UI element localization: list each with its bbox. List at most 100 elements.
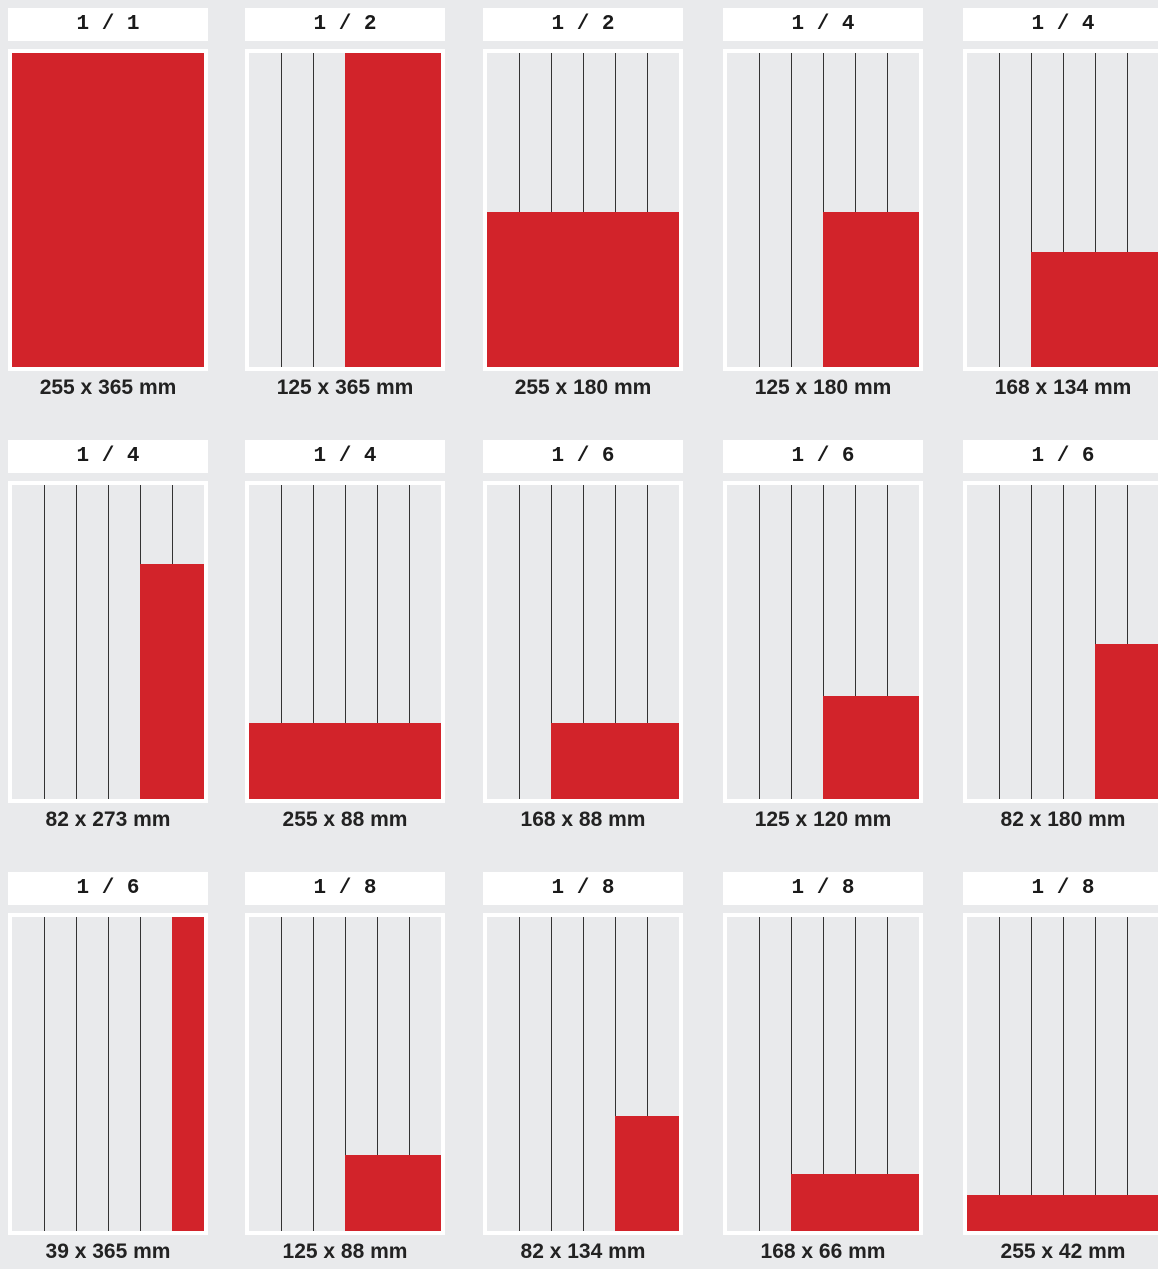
format-fraction: 1 / 4 bbox=[8, 440, 208, 473]
column-guide-line bbox=[759, 485, 760, 799]
column-guide-line bbox=[345, 917, 346, 1231]
format-size-label: 125 x 120 mm bbox=[754, 808, 892, 831]
page-layout-frame bbox=[8, 481, 208, 803]
page-layout-frame bbox=[963, 49, 1158, 371]
column-guide-line bbox=[1031, 917, 1032, 1231]
column-guide-line bbox=[583, 485, 584, 799]
format-fraction: 1 / 4 bbox=[963, 8, 1158, 41]
column-guide-line bbox=[887, 53, 888, 367]
column-guide-line bbox=[583, 53, 584, 367]
column-guide-line bbox=[615, 485, 616, 799]
format-size-label: 255 x 42 mm bbox=[1000, 1240, 1126, 1263]
column-guide-line bbox=[887, 485, 888, 799]
column-guide-line bbox=[1063, 53, 1064, 367]
ad-space-block bbox=[249, 723, 441, 799]
page-layout-frame bbox=[483, 913, 683, 1235]
column-guide-line bbox=[855, 485, 856, 799]
column-guide-line bbox=[377, 485, 378, 799]
column-guide-line bbox=[76, 485, 77, 799]
column-guide-line bbox=[647, 53, 648, 367]
format-fraction: 1 / 2 bbox=[483, 8, 683, 41]
format-fraction: 1 / 4 bbox=[245, 440, 445, 473]
column-guide-line bbox=[551, 917, 552, 1231]
column-guide-line bbox=[519, 485, 520, 799]
column-guide-line bbox=[823, 917, 824, 1231]
column-guide-line bbox=[519, 53, 520, 367]
column-guide-line bbox=[1063, 917, 1064, 1231]
column-guide-line bbox=[281, 917, 282, 1231]
format-size-label: 255 x 365 mm bbox=[39, 376, 177, 399]
column-guide-line bbox=[791, 917, 792, 1231]
ad-space-block bbox=[172, 917, 204, 1231]
format-size-label: 255 x 180 mm bbox=[514, 376, 652, 399]
format-fraction: 1 / 6 bbox=[963, 440, 1158, 473]
format-size-label: 82 x 134 mm bbox=[520, 1240, 646, 1263]
ad-space-block bbox=[1095, 644, 1158, 799]
format-fraction: 1 / 8 bbox=[963, 872, 1158, 905]
ad-space-block bbox=[487, 212, 679, 367]
page-layout-frame bbox=[483, 481, 683, 803]
column-guide-line bbox=[615, 917, 616, 1231]
page-layout-frame bbox=[483, 49, 683, 371]
format-fraction: 1 / 6 bbox=[8, 872, 208, 905]
column-guide-line bbox=[887, 917, 888, 1231]
column-guide-line bbox=[1031, 53, 1032, 367]
column-guide-line bbox=[855, 53, 856, 367]
column-guide-line bbox=[1063, 485, 1064, 799]
column-guide-line bbox=[855, 917, 856, 1231]
ad-space-block bbox=[791, 1174, 919, 1231]
column-guide-line bbox=[1127, 485, 1128, 799]
ad-space-block bbox=[823, 212, 919, 367]
column-guide-line bbox=[76, 917, 77, 1231]
format-size-label: 82 x 273 mm bbox=[45, 808, 171, 831]
page-layout-frame bbox=[723, 481, 923, 803]
column-guide-line bbox=[647, 917, 648, 1231]
ad-space-block bbox=[345, 1155, 441, 1231]
format-fraction: 1 / 4 bbox=[723, 8, 923, 41]
column-guide-line bbox=[345, 485, 346, 799]
ad-space-block bbox=[1031, 252, 1158, 367]
column-guide-line bbox=[1095, 917, 1096, 1231]
column-guide-line bbox=[759, 917, 760, 1231]
column-guide-line bbox=[999, 53, 1000, 367]
format-size-label: 168 x 88 mm bbox=[520, 808, 646, 831]
column-guide-line bbox=[551, 485, 552, 799]
column-guide-line bbox=[140, 917, 141, 1231]
column-guide-line bbox=[1095, 53, 1096, 367]
column-guide-line bbox=[108, 485, 109, 799]
column-guide-line bbox=[999, 917, 1000, 1231]
format-fraction: 1 / 6 bbox=[483, 440, 683, 473]
column-guide-line bbox=[823, 53, 824, 367]
ad-space-block bbox=[967, 1195, 1158, 1231]
format-fraction: 1 / 8 bbox=[245, 872, 445, 905]
ad-space-block bbox=[615, 1116, 679, 1231]
column-guide-line bbox=[1031, 485, 1032, 799]
format-fraction: 1 / 8 bbox=[723, 872, 923, 905]
format-size-label: 125 x 180 mm bbox=[754, 376, 892, 399]
format-size-label: 125 x 365 mm bbox=[276, 376, 414, 399]
column-guide-line bbox=[409, 485, 410, 799]
column-guide-line bbox=[108, 917, 109, 1231]
format-size-label: 168 x 66 mm bbox=[760, 1240, 886, 1263]
column-guide-line bbox=[791, 53, 792, 367]
column-guide-line bbox=[551, 53, 552, 367]
page-layout-frame bbox=[723, 913, 923, 1235]
column-guide-line bbox=[583, 917, 584, 1231]
column-guide-line bbox=[313, 53, 314, 367]
ad-space-block bbox=[823, 696, 919, 799]
page-layout-frame bbox=[8, 913, 208, 1235]
column-guide-line bbox=[647, 485, 648, 799]
column-guide-line bbox=[313, 917, 314, 1231]
column-guide-line bbox=[1127, 917, 1128, 1231]
column-guide-line bbox=[377, 917, 378, 1231]
column-guide-line bbox=[615, 53, 616, 367]
format-fraction: 1 / 2 bbox=[245, 8, 445, 41]
column-guide-line bbox=[1127, 53, 1128, 367]
page-layout-frame bbox=[245, 49, 445, 371]
page-layout-frame bbox=[8, 49, 208, 371]
page-layout-frame bbox=[723, 49, 923, 371]
column-guide-line bbox=[1095, 485, 1096, 799]
column-guide-line bbox=[999, 485, 1000, 799]
ad-space-block bbox=[551, 723, 679, 799]
format-fraction: 1 / 8 bbox=[483, 872, 683, 905]
